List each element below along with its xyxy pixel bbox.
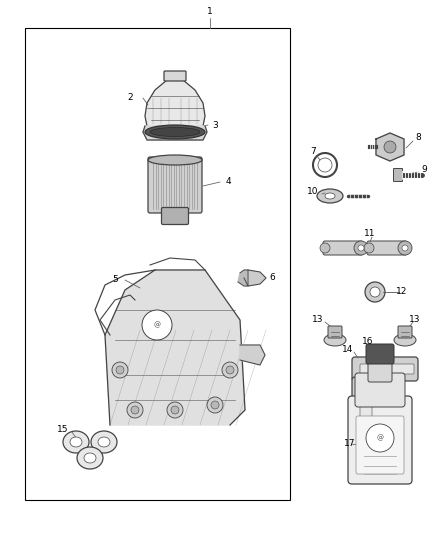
Ellipse shape xyxy=(317,189,343,203)
Ellipse shape xyxy=(84,453,96,463)
Circle shape xyxy=(320,243,330,253)
Polygon shape xyxy=(143,126,207,140)
Ellipse shape xyxy=(63,431,89,453)
FancyBboxPatch shape xyxy=(164,71,186,81)
Text: 3: 3 xyxy=(212,120,218,130)
Text: 9: 9 xyxy=(421,166,427,174)
Text: @: @ xyxy=(153,322,160,328)
FancyBboxPatch shape xyxy=(356,416,404,474)
Polygon shape xyxy=(244,270,266,286)
Circle shape xyxy=(167,402,183,418)
Circle shape xyxy=(222,362,238,378)
Text: 13: 13 xyxy=(409,316,421,325)
FancyBboxPatch shape xyxy=(348,396,412,484)
Ellipse shape xyxy=(70,437,82,447)
FancyBboxPatch shape xyxy=(366,344,394,364)
Circle shape xyxy=(366,424,394,452)
FancyBboxPatch shape xyxy=(323,241,363,255)
FancyBboxPatch shape xyxy=(352,357,418,381)
Text: 10: 10 xyxy=(307,188,319,197)
Circle shape xyxy=(358,245,364,251)
Circle shape xyxy=(142,310,172,340)
Text: 15: 15 xyxy=(57,425,69,434)
FancyBboxPatch shape xyxy=(360,364,414,374)
Text: 2: 2 xyxy=(127,93,133,102)
FancyBboxPatch shape xyxy=(368,358,392,382)
Ellipse shape xyxy=(91,431,117,453)
Circle shape xyxy=(171,406,179,414)
FancyBboxPatch shape xyxy=(398,326,412,338)
Polygon shape xyxy=(105,270,245,425)
Circle shape xyxy=(365,282,385,302)
Circle shape xyxy=(384,141,396,153)
Polygon shape xyxy=(238,270,248,286)
Text: 14: 14 xyxy=(343,345,354,354)
Polygon shape xyxy=(376,133,404,161)
Circle shape xyxy=(127,402,143,418)
FancyBboxPatch shape xyxy=(328,326,342,338)
Text: 4: 4 xyxy=(225,177,231,187)
FancyBboxPatch shape xyxy=(367,241,407,255)
Circle shape xyxy=(364,243,374,253)
Circle shape xyxy=(112,362,128,378)
Circle shape xyxy=(402,245,408,251)
Circle shape xyxy=(207,397,223,413)
FancyBboxPatch shape xyxy=(352,377,378,423)
Text: 12: 12 xyxy=(396,287,408,296)
Circle shape xyxy=(116,366,124,374)
FancyBboxPatch shape xyxy=(393,168,403,182)
Ellipse shape xyxy=(325,193,335,199)
Circle shape xyxy=(398,241,412,255)
Text: 13: 13 xyxy=(312,316,324,325)
Text: 11: 11 xyxy=(364,229,376,238)
Text: 16: 16 xyxy=(362,337,374,346)
Ellipse shape xyxy=(394,334,416,346)
Text: @: @ xyxy=(377,435,384,441)
FancyBboxPatch shape xyxy=(162,207,188,224)
Ellipse shape xyxy=(145,125,205,139)
Text: 5: 5 xyxy=(112,276,118,285)
Text: 8: 8 xyxy=(415,133,421,142)
Polygon shape xyxy=(145,80,205,126)
Ellipse shape xyxy=(148,155,202,165)
Text: 6: 6 xyxy=(269,273,275,282)
Ellipse shape xyxy=(77,447,103,469)
Text: 17: 17 xyxy=(344,440,356,448)
FancyBboxPatch shape xyxy=(148,157,202,213)
Circle shape xyxy=(318,158,332,172)
Circle shape xyxy=(131,406,139,414)
Ellipse shape xyxy=(324,334,346,346)
Circle shape xyxy=(370,287,380,297)
FancyBboxPatch shape xyxy=(355,373,405,407)
Text: 1: 1 xyxy=(207,7,213,17)
Text: 7: 7 xyxy=(310,148,316,157)
Ellipse shape xyxy=(150,127,200,136)
FancyBboxPatch shape xyxy=(360,384,372,418)
Circle shape xyxy=(226,366,234,374)
Circle shape xyxy=(354,241,368,255)
Circle shape xyxy=(211,401,219,409)
Ellipse shape xyxy=(98,437,110,447)
Polygon shape xyxy=(240,345,265,365)
Bar xyxy=(25,28,290,500)
